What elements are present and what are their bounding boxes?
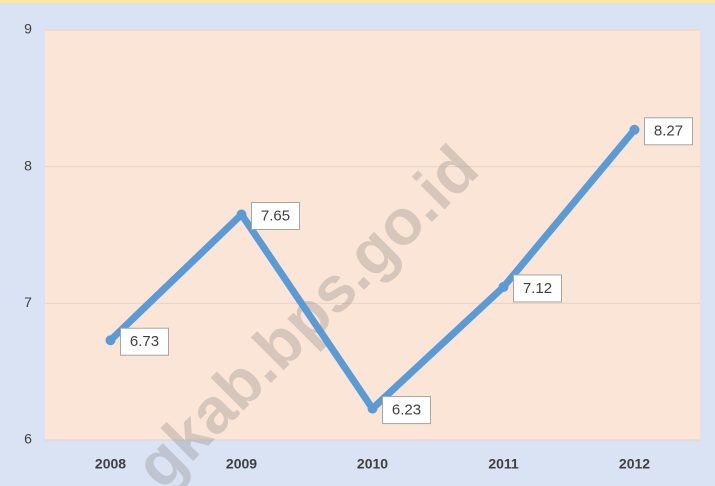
- point: [498, 281, 509, 292]
- x-tick-label: 2010: [357, 456, 388, 472]
- point: [367, 403, 378, 414]
- data-label: 6.23: [392, 402, 421, 419]
- y-tick-label: 6: [24, 431, 32, 447]
- data-label-box: [251, 202, 300, 230]
- point: [236, 209, 247, 220]
- y-tick-label: 8: [24, 157, 32, 173]
- x-tick-label: 2008: [95, 456, 126, 472]
- data-label: 8.27: [654, 123, 683, 140]
- y-tick-label: 7: [24, 294, 32, 310]
- x-tick-label: 2012: [619, 456, 650, 472]
- data-label-box: [120, 327, 169, 356]
- data-label-box: [644, 117, 693, 146]
- x-tick-label: 2009: [226, 456, 257, 472]
- data-label: 7.65: [261, 207, 290, 224]
- data-label: 6.73: [130, 333, 159, 350]
- data-label: 7.12: [523, 280, 552, 297]
- y-tick-label: 9: [24, 21, 32, 37]
- point: [105, 335, 116, 346]
- data-label-box: [382, 396, 431, 425]
- plot-area: [45, 30, 700, 440]
- point: [629, 124, 640, 135]
- data-label-box: [513, 274, 562, 303]
- top-border: [0, 0, 715, 3]
- x-tick-label: 2011: [488, 456, 519, 472]
